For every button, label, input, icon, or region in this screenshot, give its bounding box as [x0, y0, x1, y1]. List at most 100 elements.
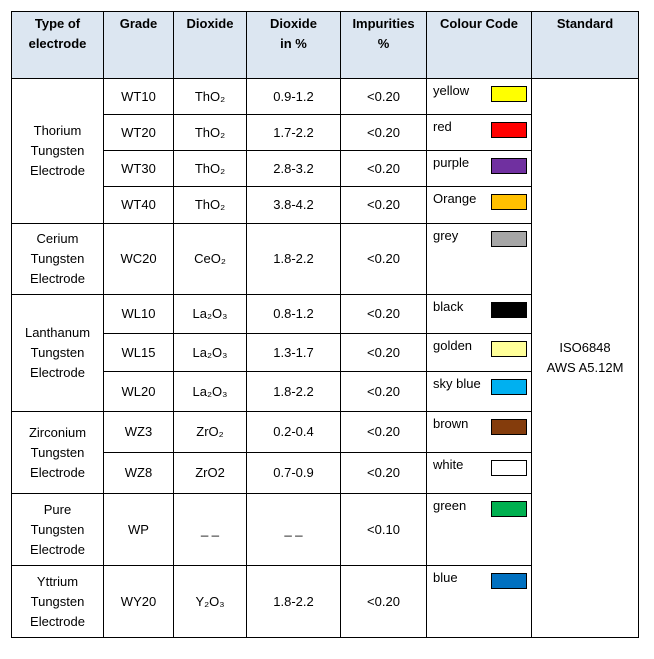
dioxide-cell: ThO₂ — [173, 150, 247, 187]
header-text: Dioxide — [186, 16, 234, 31]
type-cell: Cerium Tungsten Electrode — [11, 223, 104, 295]
header-row: Type of electrode Grade Dioxide Dioxide in … — [11, 11, 639, 79]
header-text: Impurities % — [352, 16, 415, 51]
dioxide-cell: La₂O₃ — [173, 333, 247, 372]
electrode-type: Thorium Tungsten Electrode — [30, 123, 85, 178]
type-cell: Pure Tungsten Electrode — [11, 493, 104, 566]
colour-cell: blue — [426, 565, 532, 638]
electrode-type: Pure Tungsten Electrode — [30, 501, 85, 557]
percent-cell: 0.9-1.2 — [246, 78, 341, 115]
colour-name: sky blue — [433, 376, 481, 391]
row: WL15 La₂O₃ 1.3-1.7 <0.20 golden — [12, 333, 639, 372]
row: WT30 ThO₂ 2.8-3.2 <0.20 purple — [12, 150, 639, 187]
colour-name: yellow — [433, 83, 470, 98]
dioxide-cell: Y₂O₃ — [173, 565, 247, 638]
percent-cell: 0.8-1.2 — [246, 294, 341, 334]
grade-cell: WT20 — [103, 114, 174, 151]
dioxide-cell: La₂O₃ — [173, 371, 247, 412]
grade-cell: WP — [103, 493, 174, 566]
header-text: Type of electrode — [28, 16, 87, 51]
colour-cell: yellow — [426, 78, 532, 115]
colour-swatch — [491, 419, 527, 435]
impurities-cell: <0.20 — [340, 333, 427, 372]
dioxide-cell: CeO₂ — [173, 223, 247, 295]
percent-cell: 3.8-4.2 — [246, 186, 341, 224]
row: WL20 La₂O₃ 1.8-2.2 <0.20 sky blue — [12, 371, 639, 412]
impurities-cell: <0.20 — [340, 565, 427, 638]
grade-cell: WL15 — [103, 333, 174, 372]
type-cell: Yttrium Tungsten Electrode — [11, 565, 104, 638]
header-cell: Impurities % — [340, 11, 427, 79]
colour-cell: black — [426, 294, 532, 334]
grade-cell: WL10 — [103, 294, 174, 334]
electrode-type: Yttrium Tungsten Electrode — [30, 573, 85, 629]
colour-cell: grey — [426, 223, 532, 295]
colour-swatch — [491, 122, 527, 138]
dioxide-cell: ThO₂ — [173, 114, 247, 151]
colour-cell: purple — [426, 150, 532, 187]
row: Thorium Tungsten Electrode WT10 ThO₂ 0.9-1.… — [11, 78, 639, 638]
row: Zirconium Tungsten Electrode WZ3 ZrO₂ 0.2-0… — [11, 411, 639, 494]
colour-cell: Orange — [426, 186, 532, 224]
row: Cerium Tungsten Electrode WC20 CeO₂ 1.8-2.2… — [11, 223, 639, 295]
type-cell: Zirconium Tungsten Electrode — [11, 411, 104, 494]
grade-cell: WT10 — [103, 78, 174, 115]
colour-swatch — [491, 302, 527, 318]
colour-cell: sky blue — [426, 371, 532, 412]
grade-cell: WZ3 — [103, 411, 174, 453]
percent-cell: 1.7-2.2 — [246, 114, 341, 151]
colour-name: green — [433, 498, 467, 513]
colour-cell: green — [426, 493, 532, 566]
dioxide-cell: ThO₂ — [173, 186, 247, 224]
grade-cell: WT40 — [103, 186, 174, 224]
colour-cell: red — [426, 114, 532, 151]
colour-cell: white — [426, 452, 532, 494]
electrode-type: Lanthanum Tungsten Electrode — [24, 325, 91, 380]
header-text: Grade — [119, 16, 158, 31]
colour-name: blue — [433, 570, 458, 585]
percent-cell: 1.8-2.2 — [246, 565, 341, 638]
header-text: Standard — [556, 16, 614, 31]
row: WT20 ThO₂ 1.7-2.2 <0.20 red — [12, 114, 639, 151]
impurities-cell: <0.20 — [340, 223, 427, 295]
impurities-cell: <0.20 — [340, 371, 427, 412]
dioxide-cell: La₂O₃ — [173, 294, 247, 334]
percent-cell: 0.2-0.4 — [246, 411, 341, 453]
header-cell: Standard — [531, 11, 639, 79]
electrode-type: Cerium Tungsten Electrode — [30, 231, 85, 286]
colour-name: brown — [433, 416, 469, 431]
header-cell: Colour Code — [426, 11, 532, 79]
impurities-cell: <0.10 — [340, 493, 427, 566]
row: WT40 ThO₂ 3.8-4.2 <0.20 Orange — [12, 186, 639, 224]
colour-swatch — [491, 158, 527, 174]
percent-cell: 1.8-2.2 — [246, 223, 341, 295]
colour-swatch — [491, 573, 527, 589]
colour-cell: golden — [426, 333, 532, 372]
colour-name: golden — [433, 338, 473, 353]
type-cell: Thorium Tungsten Electrode — [11, 78, 104, 224]
type-cell: Lanthanum Tungsten Electrode — [11, 294, 104, 412]
percent-cell: 1.3-1.7 — [246, 333, 341, 372]
header-cell: Dioxide in % — [246, 11, 341, 79]
header-cell: Type of electrode — [11, 11, 104, 79]
header-text: Colour Code — [440, 16, 518, 31]
colour-swatch — [491, 231, 527, 247]
dioxide-cell: ThO₂ — [173, 78, 247, 115]
colour-swatch — [491, 194, 527, 210]
colour-swatch — [491, 501, 527, 517]
grade-cell: WZ8 — [103, 452, 174, 494]
colour-name: red — [433, 119, 452, 134]
standard-cell: ISO6848 AWS A5.12M — [531, 78, 639, 638]
standard-text: ISO6848 — [559, 340, 611, 355]
percent-cell: 0.7-0.9 — [246, 452, 341, 494]
dioxide-cell: ZrO2 — [173, 452, 247, 494]
dioxide-cell: _ _ — [173, 493, 247, 566]
grade-cell: WC20 — [103, 223, 174, 295]
percent-cell: 2.8-3.2 — [246, 150, 341, 187]
impurities-cell: <0.20 — [340, 150, 427, 187]
impurities-cell: <0.20 — [340, 411, 427, 453]
colour-swatch — [491, 379, 527, 395]
colour-name: purple — [433, 155, 470, 170]
impurities-cell: <0.20 — [340, 294, 427, 334]
